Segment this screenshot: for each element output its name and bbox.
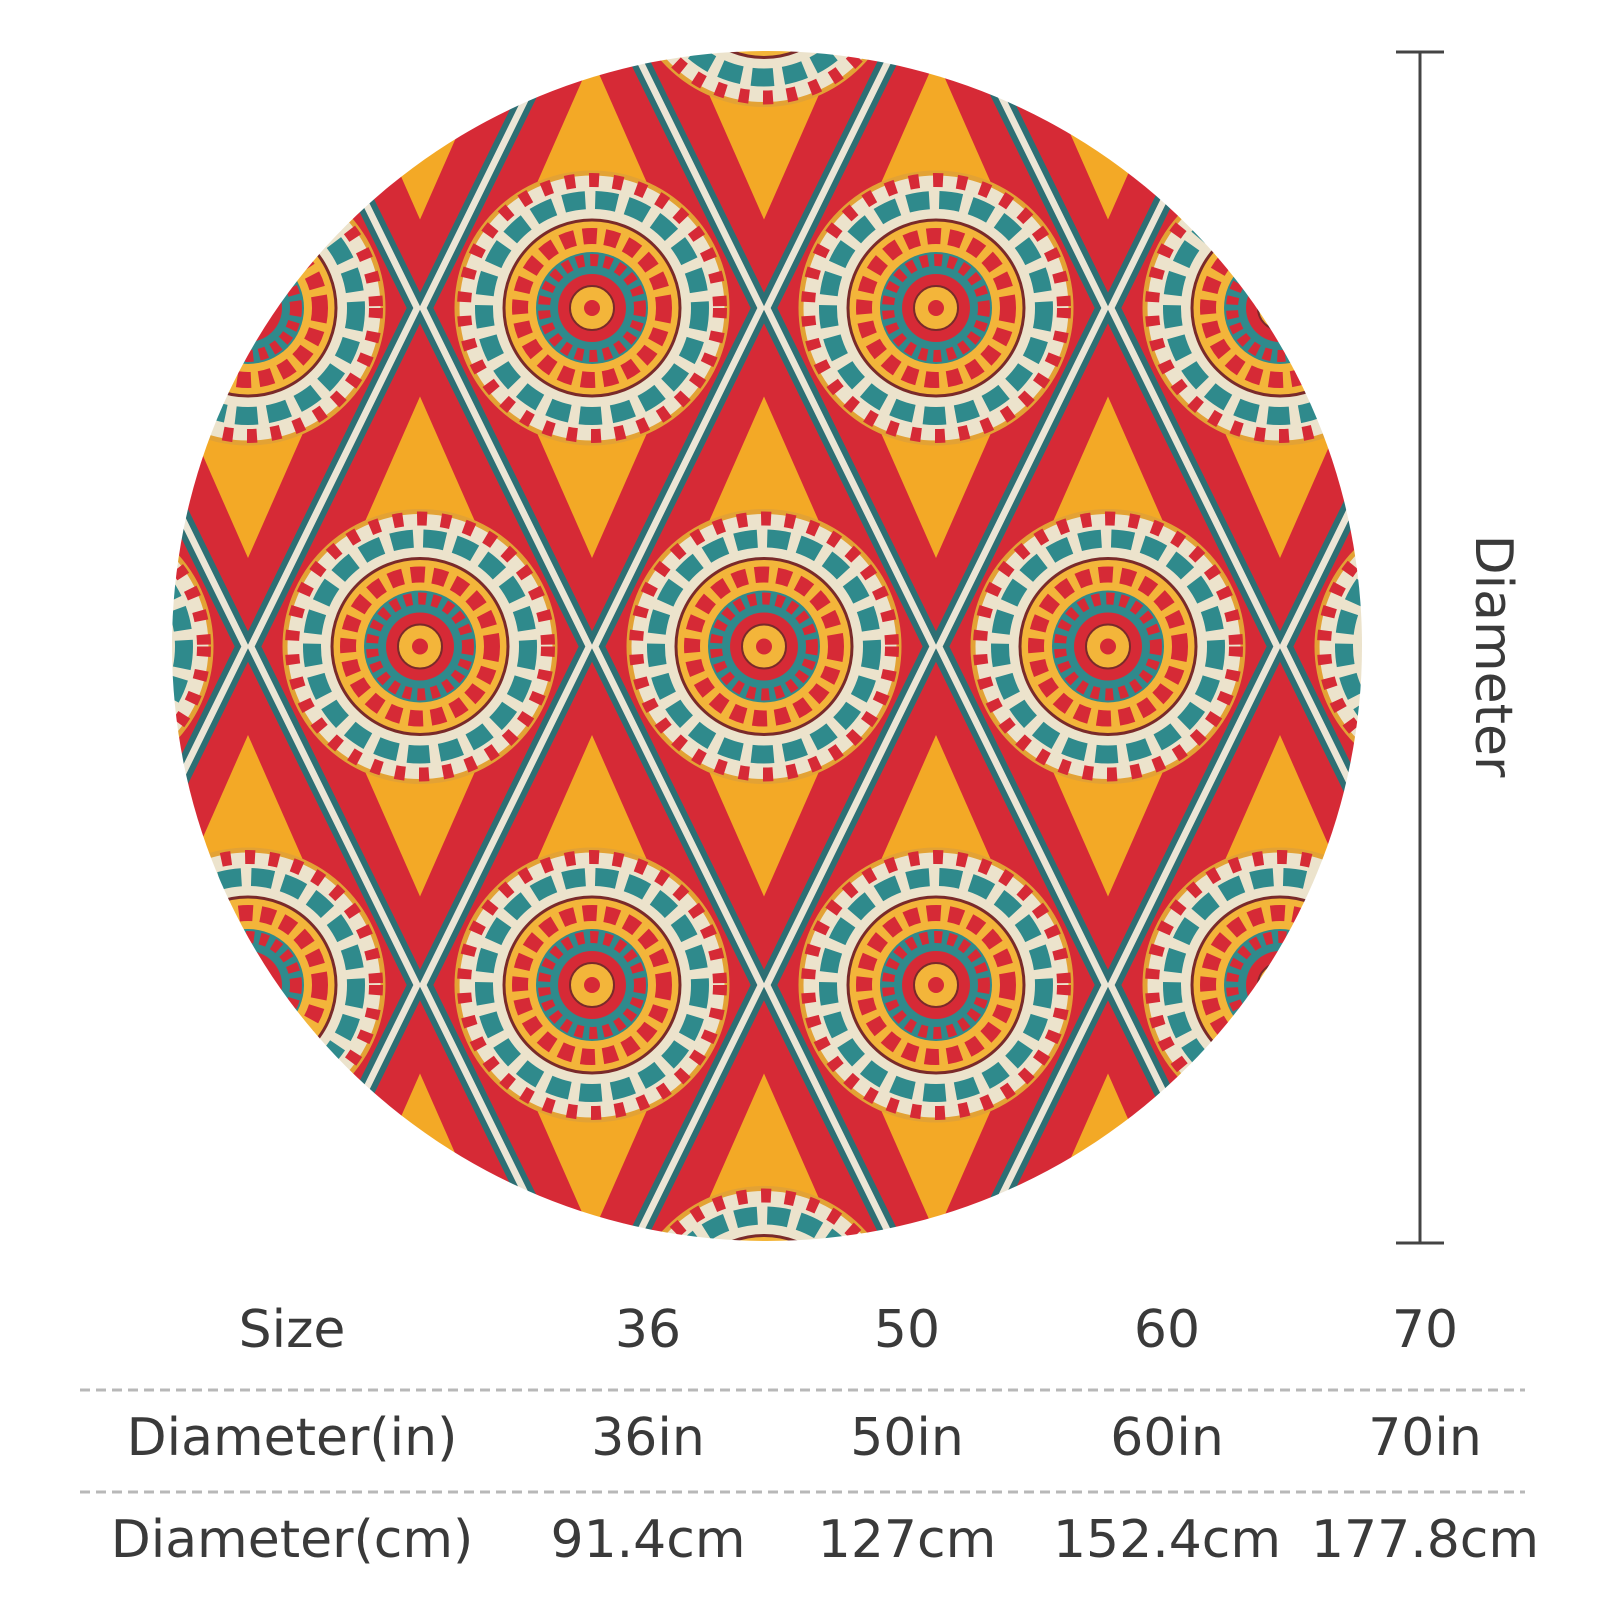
dimension-line [1396,50,1444,1245]
rug [172,51,1362,1241]
row-header: Diameter(in) [127,1408,458,1468]
table-cell: 152.4cm [1053,1510,1281,1570]
table-cell: 177.8cm [1311,1510,1539,1570]
table-cell: 36 [615,1300,681,1360]
table-cell: 36in [591,1408,705,1468]
table-cell: 70 [1392,1300,1458,1360]
row-header: Size [239,1300,346,1360]
row-header: Diameter(cm) [111,1510,474,1570]
table-cell: 60in [1110,1408,1224,1468]
size-table: Size 36 50 60 70 Diameter(in) 36in 50in 60in 70in… [80,1300,1539,1570]
table-cell: 127cm [818,1510,997,1570]
table-cell: 60 [1134,1300,1200,1360]
table-cell: 70in [1368,1408,1482,1468]
table-cell: 50in [850,1408,964,1468]
dimension-label: Diameter [1463,535,1523,778]
table-cell: 50 [874,1300,940,1360]
table-cell: 91.4cm [550,1510,745,1570]
